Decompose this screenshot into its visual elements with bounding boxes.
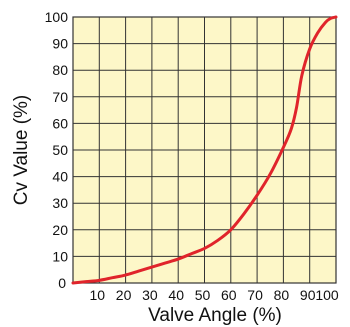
x-tick-label: 50 [195,287,211,303]
y-tick-label: 30 [52,195,68,211]
x-tick-label: 30 [142,287,158,303]
x-tick-label: 60 [221,287,237,303]
x-axis-label: Valve Angle (%) [148,305,282,326]
grid-lines [73,17,336,283]
x-tick-label: 10 [90,287,106,303]
x-tick-label: 90 [300,287,316,303]
x-tick-label: 100 [315,287,339,303]
y-axis-label: Cv Value (%) [11,95,32,206]
y-tick-label: 0 [58,275,66,291]
y-tick-label: 50 [52,142,68,158]
x-tick-label: 70 [247,287,263,303]
y-tick-label: 20 [52,222,68,238]
y-tick-labels: 0 10 20 30 40 50 60 70 80 90 100 [45,9,69,291]
y-tick-label: 100 [45,9,69,25]
x-tick-label: 40 [168,287,184,303]
y-tick-label: 80 [52,62,68,78]
y-tick-label: 70 [52,89,68,105]
y-tick-label: 10 [52,248,68,264]
x-tick-label: 80 [274,287,290,303]
x-tick-labels: 10 20 30 40 50 60 70 80 90 100 [90,287,339,303]
x-tick-label: 20 [116,287,132,303]
y-tick-label: 90 [52,36,68,52]
series-line [71,15,338,285]
y-tick-label: 60 [52,115,68,131]
y-tick-label: 40 [52,169,68,185]
